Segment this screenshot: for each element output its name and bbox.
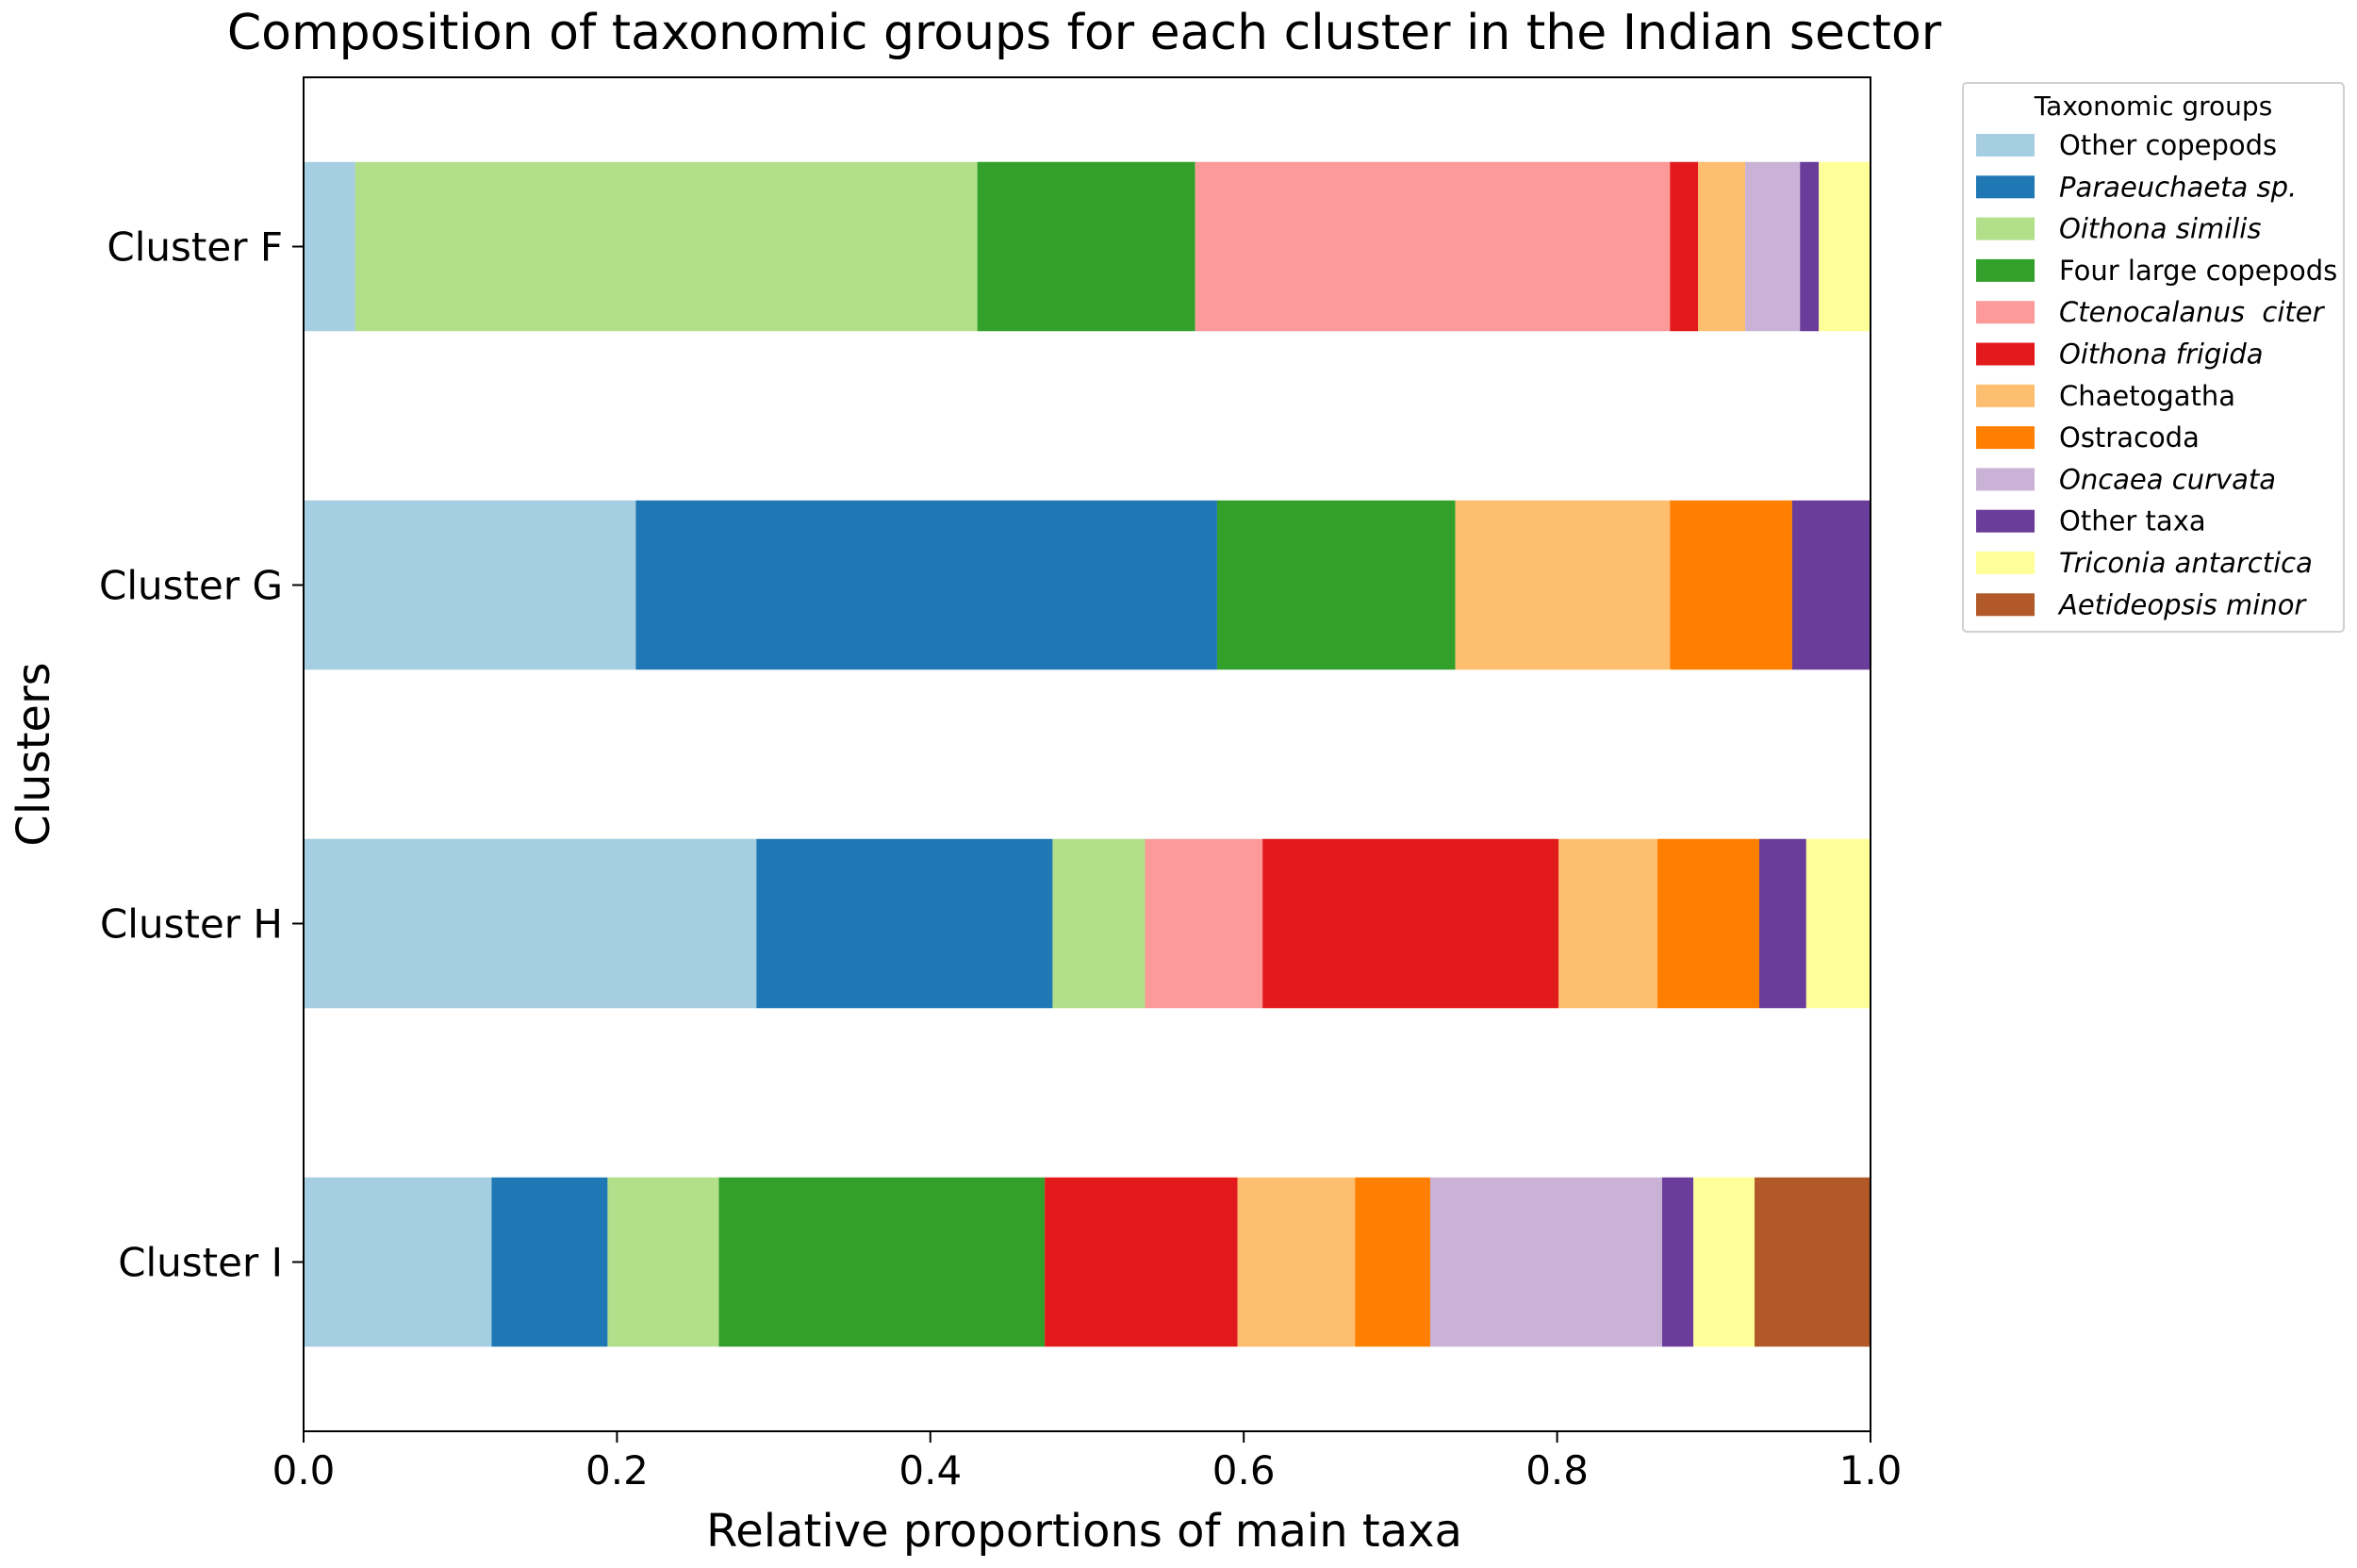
x-tick-label: 0.4 (898, 1447, 962, 1494)
bar-segment-cluster-f-6 (1698, 161, 1746, 332)
legend-label: Paraeuchaeta sp. (2059, 171, 2297, 203)
bar-segment-cluster-h-0 (304, 838, 757, 1009)
legend-label: Aetideopsis minor (2057, 588, 2307, 620)
legend-label: Oithona frigida (2059, 338, 2264, 371)
bar-segment-cluster-i-10 (1693, 1177, 1755, 1347)
legend-label: Oithona similis (2059, 213, 2261, 245)
bar-segment-cluster-f-9 (1800, 161, 1820, 332)
bar-segment-cluster-i-6 (1237, 1177, 1356, 1347)
bar-segment-cluster-h-5 (1262, 838, 1559, 1009)
legend-swatch (1976, 258, 2035, 282)
bar-segment-cluster-f-8 (1745, 161, 1801, 332)
x-tick-label: 0.6 (1212, 1447, 1276, 1494)
plot-frame (303, 76, 1871, 1432)
legend-swatch (1976, 468, 2035, 491)
legend-swatch (1976, 217, 2035, 240)
legend-label: Other copepods (2059, 129, 2277, 161)
x-axis-ticks: 0.0 0.2 0.4 0.6 0.8 1.0 (272, 1431, 1903, 1494)
legend-frame (1962, 82, 2345, 633)
x-tick-label: 1.0 (1839, 1447, 1903, 1494)
bar-segment-cluster-i-0 (304, 1177, 492, 1347)
legend-title: Taxonomic groups (2034, 91, 2273, 122)
legend-label: Ctenocalanus citer (2059, 296, 2326, 328)
legend-swatch (1976, 175, 2035, 199)
bar-segment-cluster-i-7 (1355, 1177, 1430, 1347)
x-tick-label: 0.8 (1525, 1447, 1589, 1494)
bar-segment-cluster-f-10 (1819, 161, 1871, 332)
legend-swatch (1976, 593, 2035, 617)
bar-segment-cluster-h-4 (1145, 838, 1263, 1009)
bar-segment-cluster-i-1 (491, 1177, 608, 1347)
x-tick-label: 0.0 (272, 1447, 336, 1494)
legend-label: Other taxa (2059, 505, 2206, 537)
bar-segment-cluster-h-6 (1558, 838, 1657, 1009)
bar-segment-cluster-f-0 (304, 161, 355, 332)
bar-segment-cluster-f-3 (977, 161, 1195, 332)
bar-segment-cluster-i-9 (1661, 1177, 1694, 1347)
legend-swatch (1976, 384, 2035, 407)
y-tick-label: Cluster I (118, 1240, 283, 1286)
bar-segment-cluster-g-0 (304, 500, 636, 670)
legend-label: Oncaea curvata (2059, 463, 2276, 495)
legend-swatch (1976, 426, 2035, 450)
legend-label: Four large copepods (2059, 255, 2337, 287)
bar-segment-cluster-h-7 (1656, 838, 1759, 1009)
bar-segment-cluster-f-4 (1195, 161, 1671, 332)
bar-segment-cluster-i-8 (1429, 1177, 1662, 1347)
y-tick-label: Cluster G (99, 563, 283, 609)
y-tick-label: Cluster F (107, 224, 283, 271)
legend-label: Chaetogatha (2059, 380, 2235, 412)
legend-label: Ostracoda (2059, 421, 2200, 454)
bar-segment-cluster-f-2 (354, 161, 978, 332)
legend: Taxonomic groups Other copepods Paraeucha… (1962, 82, 2345, 633)
bar-segment-cluster-h-9 (1758, 838, 1806, 1009)
legend-swatch (1976, 552, 2035, 574)
bar-segment-cluster-g-1 (635, 500, 1217, 670)
y-axis-ticks: Cluster F Cluster G Cluster H Cluster I (99, 224, 304, 1286)
bars-layer (304, 161, 1871, 1347)
x-tick-label: 0.2 (585, 1447, 649, 1494)
legend-swatch (1976, 134, 2035, 157)
bar-segment-cluster-h-1 (756, 838, 1053, 1009)
bar-segment-cluster-i-2 (607, 1177, 719, 1347)
bar-segment-cluster-i-5 (1045, 1177, 1238, 1347)
legend-swatch (1976, 342, 2035, 366)
chart-title: Composition of taxonomic groups for each… (227, 5, 1942, 61)
y-axis-label: Clusters (8, 662, 60, 846)
legend-label: Triconia antarctica (2059, 547, 2313, 579)
bar-segment-cluster-g-3 (1216, 500, 1456, 670)
bar-segment-cluster-g-9 (1791, 500, 1871, 670)
bar-segment-cluster-g-7 (1670, 500, 1792, 670)
bar-segment-cluster-g-6 (1455, 500, 1671, 670)
y-tick-label: Cluster H (100, 901, 283, 948)
x-axis-label: Relative proportions of main taxa (706, 1505, 1462, 1558)
bar-segment-cluster-i-11 (1755, 1177, 1871, 1347)
bar-segment-cluster-i-3 (718, 1177, 1046, 1347)
legend-items: Other copepods Paraeuchaeta sp. Oithona si… (1976, 129, 2337, 620)
bar-segment-cluster-h-2 (1052, 838, 1146, 1009)
bar-segment-cluster-f-5 (1670, 161, 1699, 332)
bar-segment-cluster-h-10 (1805, 838, 1871, 1009)
legend-swatch (1976, 301, 2035, 324)
legend-swatch (1976, 509, 2035, 533)
